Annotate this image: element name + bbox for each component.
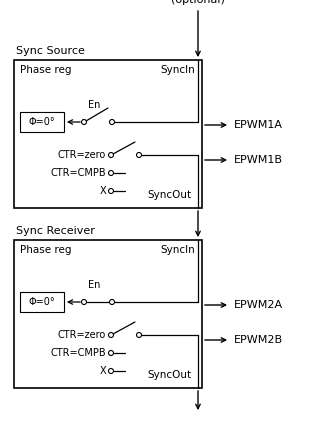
Circle shape [108, 153, 114, 157]
Text: X: X [100, 186, 106, 196]
Text: En: En [88, 100, 100, 110]
Text: Sync Receiver: Sync Receiver [16, 226, 95, 236]
Circle shape [109, 120, 115, 125]
Circle shape [108, 171, 114, 175]
Text: En: En [88, 280, 100, 290]
Circle shape [108, 332, 114, 338]
Text: SyncIn: SyncIn [160, 65, 195, 75]
Text: Ext SyncIn
(optional): Ext SyncIn (optional) [169, 0, 228, 5]
Circle shape [108, 369, 114, 374]
Text: CTR=CMPB: CTR=CMPB [50, 348, 106, 358]
Text: Phase reg: Phase reg [20, 65, 71, 75]
Bar [14, 60, 202, 208]
Circle shape [137, 332, 141, 338]
Text: SyncIn: SyncIn [160, 245, 195, 255]
Circle shape [108, 188, 114, 194]
Circle shape [137, 153, 141, 157]
Circle shape [109, 300, 115, 304]
Text: CTR=zero: CTR=zero [58, 150, 106, 160]
Text: EPWM2A: EPWM2A [234, 300, 283, 310]
Text: SyncOut: SyncOut [147, 370, 191, 380]
Text: EPWM1A: EPWM1A [234, 120, 283, 130]
Circle shape [82, 120, 86, 125]
Text: Φ=0°: Φ=0° [29, 297, 55, 307]
Text: EPWM1B: EPWM1B [234, 155, 283, 165]
Text: Phase reg: Phase reg [20, 245, 71, 255]
Circle shape [108, 350, 114, 356]
Bar [14, 240, 202, 388]
Bar [20, 112, 64, 132]
Text: SyncOut: SyncOut [147, 190, 191, 200]
Text: Sync Source: Sync Source [16, 46, 85, 56]
Circle shape [82, 300, 86, 304]
Bar [20, 292, 64, 312]
Text: Φ=0°: Φ=0° [29, 117, 55, 127]
Text: CTR=zero: CTR=zero [58, 330, 106, 340]
Text: CTR=CMPB: CTR=CMPB [50, 168, 106, 178]
Text: EPWM2B: EPWM2B [234, 335, 283, 345]
Text: X: X [100, 366, 106, 376]
